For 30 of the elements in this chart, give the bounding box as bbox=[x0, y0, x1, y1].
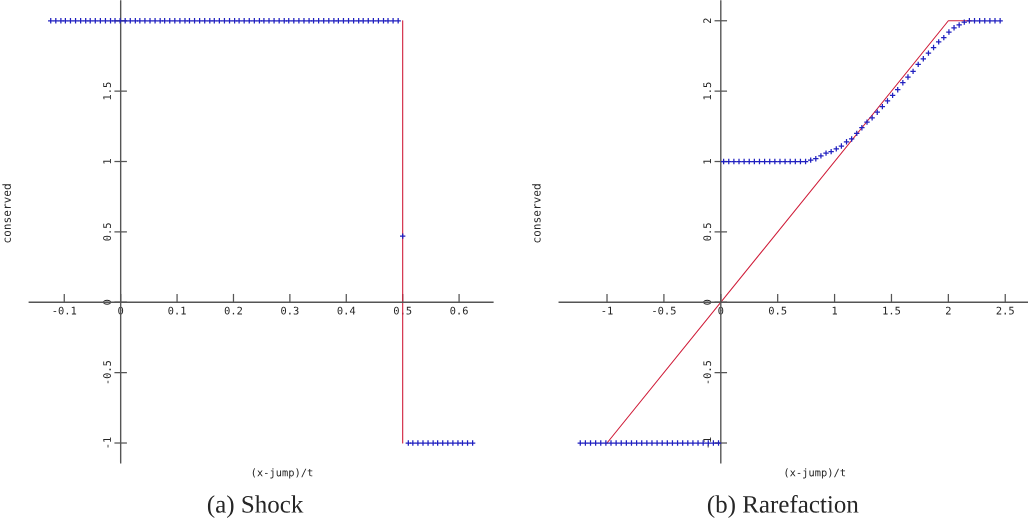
x-tick-label: 0.2 bbox=[224, 306, 242, 315]
text: (b) Rarefaction bbox=[707, 494, 859, 518]
y-tick-label: 0.5 bbox=[703, 223, 712, 241]
x-tick-label: -0.1 bbox=[53, 306, 77, 315]
y-tick-label: -1 bbox=[703, 437, 711, 448]
y-tick-label: 1 bbox=[103, 159, 111, 164]
x-tick-label: 1 bbox=[832, 306, 838, 315]
y-tick-label: 1.5 bbox=[103, 82, 112, 100]
x-tick-label: -1 bbox=[602, 306, 613, 315]
y-axis-title: conserved bbox=[2, 184, 11, 243]
x-tick-label: 0.6 bbox=[450, 306, 468, 315]
x-axis-title: (x-jump)/t bbox=[252, 468, 313, 479]
y-tick-label: -1 bbox=[103, 437, 111, 448]
x-tick-label: 1.5 bbox=[883, 306, 901, 315]
y-tick-label: 0.5 bbox=[103, 223, 112, 241]
x-tick-label: 2.5 bbox=[996, 306, 1014, 315]
y-tick-label: 2 bbox=[703, 18, 711, 24]
text: (a) Shock bbox=[207, 495, 304, 518]
x-tick-label: 0.4 bbox=[337, 306, 356, 315]
x-tick-label: 2 bbox=[945, 306, 951, 315]
x-tick-label: 0.1 bbox=[168, 306, 186, 315]
x-tick-label: 0.3 bbox=[281, 306, 299, 315]
x-axis-title: (x-jump)/t bbox=[785, 468, 846, 479]
x-tick-label: -0.5 bbox=[653, 306, 676, 315]
y-axis-title: conserved bbox=[532, 184, 541, 243]
y-tick-label: -0.5 bbox=[103, 360, 112, 384]
y-tick-label: 1.5 bbox=[703, 82, 712, 100]
x-tick-label: 0.5 bbox=[768, 306, 787, 315]
y-tick-label: -0.5 bbox=[703, 360, 712, 384]
y-tick-label: 1 bbox=[703, 159, 711, 164]
